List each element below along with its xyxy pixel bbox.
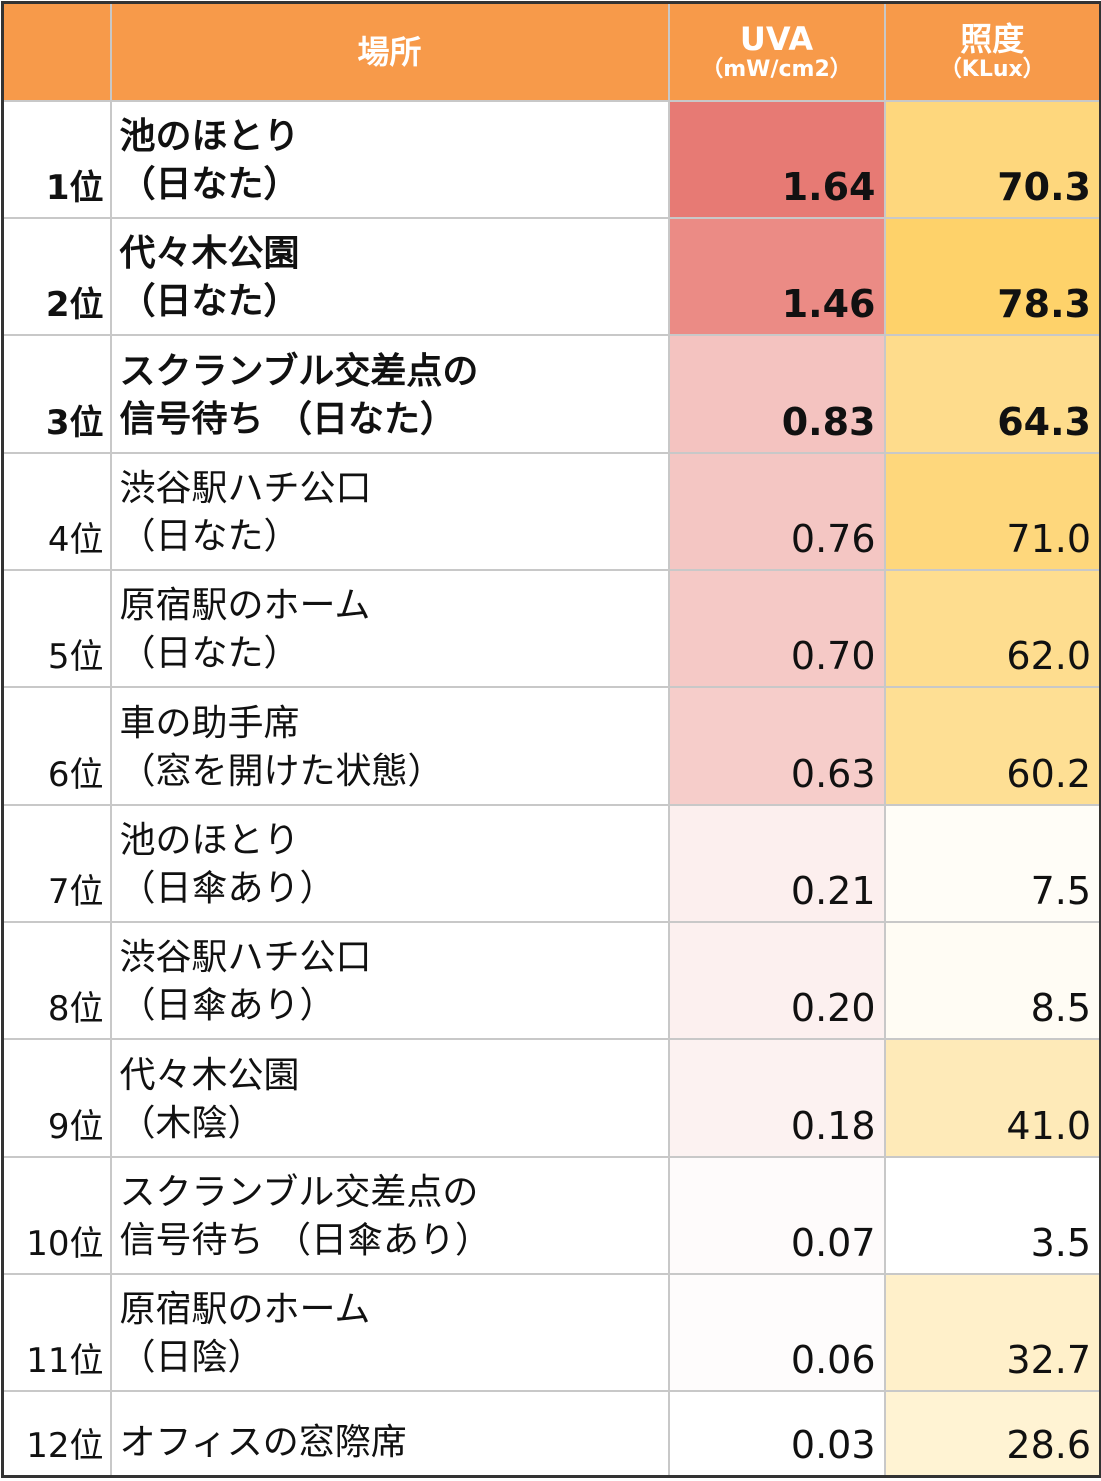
- place-line-1: スクランブル交差点の: [119, 350, 479, 392]
- header-lux-unit: （KLux）: [939, 56, 1045, 82]
- lux-value-cell: 28.6: [883, 1390, 1101, 1478]
- place-line-2: 信号待ち （日傘あり）: [119, 1220, 491, 1262]
- uva-value-cell: 1.46: [667, 216, 886, 337]
- place-line-2: （日なた）: [119, 515, 300, 557]
- place-line-2: （窓を開けた状態）: [119, 750, 444, 792]
- lux-value-cell: 3.5: [883, 1155, 1101, 1276]
- rank-cell: 12位: [1, 1390, 112, 1478]
- table-row: 12位 オフィスの窓際席 0.03 28.6: [1, 1390, 1101, 1478]
- table-row: 10位 スクランブル交差点の 信号待ち （日傘あり） 0.07 3.5: [1, 1155, 1101, 1276]
- lux-value-cell: 7.5: [883, 803, 1101, 924]
- uva-value-cell: 0.63: [667, 686, 886, 806]
- rank-cell: 4位: [1, 451, 112, 571]
- place-cell: スクランブル交差点の 信号待ち （日なた）: [109, 334, 670, 454]
- rank-cell: 5位: [1, 568, 112, 689]
- lux-value-cell: 64.3: [883, 334, 1101, 454]
- table-body: 1位 池のほとり （日なた） 1.64 70.3 2位 代々木公園 （日なた） 1.46 78.3…: [1, 99, 1101, 1478]
- header-rank: [1, 1, 112, 102]
- header-uva: UVA （mW/cm2）: [667, 1, 886, 102]
- place-line-1: 池のほとり: [119, 820, 300, 862]
- rank-cell: 8位: [1, 921, 112, 1041]
- uva-value-cell: 0.76: [667, 451, 886, 571]
- rank-cell: 1位: [1, 99, 112, 219]
- uva-value-cell: 0.83: [667, 334, 886, 454]
- table-row: 5位 原宿駅のホーム （日なた） 0.70 62.0: [1, 568, 1101, 689]
- rank-cell: 6位: [1, 686, 112, 806]
- rank-cell: 2位: [1, 216, 112, 337]
- place-line-2: （木陰）: [119, 1102, 264, 1144]
- header-row: 場所 UVA （mW/cm2） 照度 （KLux）: [1, 1, 1101, 102]
- place-cell: 原宿駅のホーム （日陰）: [109, 1273, 670, 1393]
- place-cell: オフィスの窓際席: [109, 1390, 670, 1478]
- table-row: 6位 車の助手席 （窓を開けた状態） 0.63 60.2: [1, 686, 1101, 806]
- uva-value-cell: 0.70: [667, 568, 886, 689]
- lux-value-cell: 71.0: [883, 451, 1101, 571]
- header-uva-title: UVA: [739, 19, 814, 58]
- place-cell: 原宿駅のホーム （日なた）: [109, 568, 670, 689]
- lux-value-cell: 8.5: [883, 921, 1101, 1041]
- uva-value-cell: 0.03: [667, 1390, 886, 1478]
- table-row: 7位 池のほとり （日傘あり） 0.21 7.5: [1, 803, 1101, 924]
- place-cell: スクランブル交差点の 信号待ち （日傘あり）: [109, 1155, 670, 1276]
- place-line-2: （日なた）: [119, 633, 300, 675]
- place-line-1: 渋谷駅ハチ公口: [119, 467, 372, 509]
- place-line-1: 車の助手席: [119, 702, 300, 744]
- place-cell: 代々木公園 （木陰）: [109, 1038, 670, 1158]
- place-line-1: オフィスの窓際席: [119, 1422, 407, 1463]
- rank-cell: 7位: [1, 803, 112, 924]
- place-line-2: （日なた）: [119, 163, 300, 205]
- uva-value-cell: 0.07: [667, 1155, 886, 1276]
- lux-value-cell: 60.2: [883, 686, 1101, 806]
- place-line-2: （日傘あり）: [119, 985, 336, 1027]
- place-line-1: 原宿駅のホーム: [119, 1289, 371, 1331]
- place-line-1: 代々木公園: [119, 1054, 300, 1096]
- header-lux: 照度 （KLux）: [883, 1, 1101, 102]
- rank-cell: 9位: [1, 1038, 112, 1158]
- table-row: 4位 渋谷駅ハチ公口 （日なた） 0.76 71.0: [1, 451, 1101, 571]
- place-line-1: 代々木公園: [119, 233, 300, 275]
- uva-value-cell: 0.18: [667, 1038, 886, 1158]
- place-line-1: 池のほとり: [119, 115, 300, 157]
- place-cell: 車の助手席 （窓を開けた状態）: [109, 686, 670, 806]
- uva-value-cell: 0.20: [667, 921, 886, 1041]
- table-row: 9位 代々木公園 （木陰） 0.18 41.0: [1, 1038, 1101, 1158]
- uva-value-cell: 1.64: [667, 99, 886, 219]
- place-cell: 渋谷駅ハチ公口 （日傘あり）: [109, 921, 670, 1041]
- header-uva-unit: （mW/cm2）: [701, 56, 852, 82]
- place-line-1: 原宿駅のホーム: [119, 585, 371, 627]
- lux-value-cell: 78.3: [883, 216, 1101, 337]
- place-cell: 代々木公園 （日なた）: [109, 216, 670, 337]
- place-cell: 池のほとり （日なた）: [109, 99, 670, 219]
- table-row: 8位 渋谷駅ハチ公口 （日傘あり） 0.20 8.5: [1, 921, 1101, 1041]
- lux-value-cell: 70.3: [883, 99, 1101, 219]
- table-row: 2位 代々木公園 （日なた） 1.46 78.3: [1, 216, 1101, 337]
- place-line-2: 信号待ち （日なた）: [119, 398, 457, 440]
- place-line-1: スクランブル交差点の: [119, 1172, 479, 1214]
- lux-value-cell: 62.0: [883, 568, 1101, 689]
- uva-value-cell: 0.06: [667, 1273, 886, 1393]
- header-lux-title: 照度: [960, 19, 1025, 58]
- place-line-1: 渋谷駅ハチ公口: [119, 937, 372, 979]
- place-cell: 渋谷駅ハチ公口 （日なた）: [109, 451, 670, 571]
- header-place: 場所: [109, 1, 670, 102]
- place-line-2: （日なた）: [119, 281, 300, 323]
- header-place-label: 場所: [357, 32, 422, 71]
- place-line-2: （日傘あり）: [119, 868, 336, 910]
- table-row: 1位 池のほとり （日なた） 1.64 70.3: [1, 99, 1101, 219]
- lux-value-cell: 41.0: [883, 1038, 1101, 1158]
- uva-value-cell: 0.21: [667, 803, 886, 924]
- table-row: 11位 原宿駅のホーム （日陰） 0.06 32.7: [1, 1273, 1101, 1393]
- rank-cell: 3位: [1, 334, 112, 454]
- lux-value-cell: 32.7: [883, 1273, 1101, 1393]
- rank-cell: 10位: [1, 1155, 112, 1276]
- rank-cell: 11位: [1, 1273, 112, 1393]
- place-line-2: （日陰）: [119, 1337, 264, 1379]
- table-row: 3位 スクランブル交差点の 信号待ち （日なた） 0.83 64.3: [1, 334, 1101, 454]
- place-cell: 池のほとり （日傘あり）: [109, 803, 670, 924]
